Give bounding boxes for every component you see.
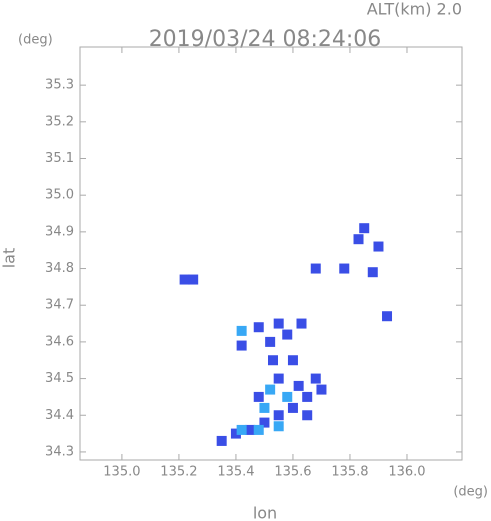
echo-point [179,274,190,285]
echo-point [230,428,241,439]
echo-point [310,373,321,384]
echo-point [267,355,278,366]
echo-point [259,402,270,413]
echo-point [293,380,304,391]
y-tick-label: 34.8 [45,261,74,276]
y-tick-label: 34.7 [45,298,74,313]
echo-point [253,424,264,435]
y-tick-label: 34.4 [45,408,74,423]
echo-point [373,241,384,252]
x-axis-label: lon [253,504,277,521]
y-tick-label: 34.6 [45,334,74,349]
echo-point [316,384,327,395]
echo-point [282,329,293,340]
echo-point [310,263,321,274]
y-tick-label: 35.1 [45,151,74,166]
echo-point [245,424,256,435]
y-tick-label: 35.3 [45,78,74,93]
echo-point [216,435,227,446]
echo-point [353,234,364,245]
chart-title: 2019/03/24 08:24:06 [149,27,382,52]
echo-point [236,340,247,351]
echo-point [287,402,298,413]
x-tick-label: 136.0 [388,465,425,480]
echo-point [296,318,307,329]
echo-point [273,410,284,421]
echo-point [287,355,298,366]
x-tick-label: 135.6 [274,465,311,480]
x-tick-label: 135.8 [331,465,368,480]
y-tick-label: 34.5 [45,371,74,386]
x-tick-label: 135.0 [103,465,140,480]
y-tick-label: 35.2 [45,114,74,129]
subtitle: ALT(km) 2.0 [367,0,462,19]
y-axis-label: lat [0,248,19,269]
echo-point [236,325,247,336]
echo-point [302,410,313,421]
echo-point [382,311,393,322]
echo-point [265,384,276,395]
echo-point [259,417,270,428]
y-tick-label: 34.9 [45,224,74,239]
echo-point [236,424,247,435]
echo-point [273,421,284,432]
echo-point [359,223,370,234]
echo-point [253,322,264,333]
y-tick-label: 34.3 [45,444,74,459]
echo-point [188,274,199,285]
echo-point [273,373,284,384]
echo-point [253,391,264,402]
echo-point [367,267,378,278]
echo-point [339,263,350,274]
y-tick-label: 35.0 [45,188,74,203]
x-tick-label: 135.2 [160,465,197,480]
echo-point [265,336,276,347]
echo-point [273,318,284,329]
echo-point [282,391,293,402]
plot-frame [79,46,463,461]
echo-point [302,391,313,402]
x-tick-label: 135.4 [217,465,254,480]
x-unit: (deg) [453,485,488,500]
y-unit: (deg) [18,33,53,48]
